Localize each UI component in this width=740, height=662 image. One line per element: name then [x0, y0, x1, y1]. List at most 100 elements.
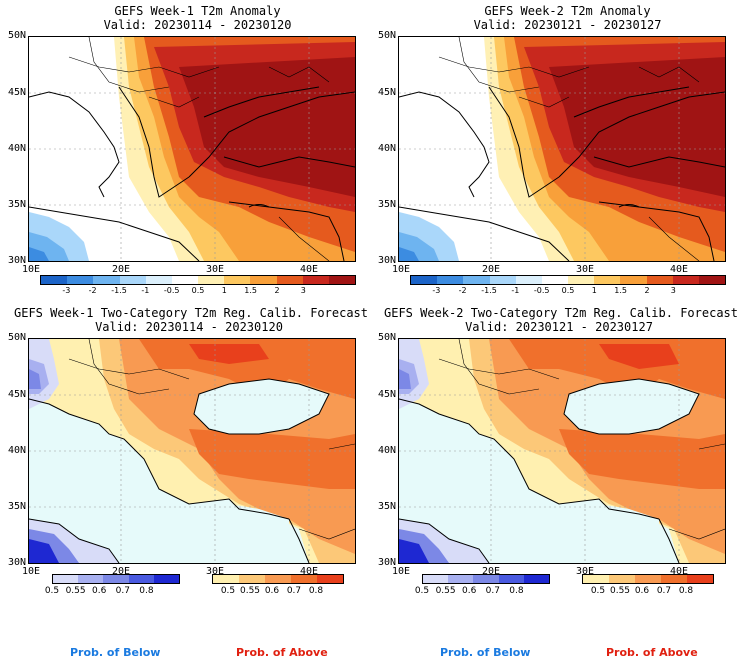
colorbar-swatch: [93, 276, 120, 284]
panel-title: GEFS Week-2 T2m Anomaly: [484, 4, 651, 18]
colorbar-swatch: [620, 276, 647, 284]
panel-title: GEFS Week-2 Two-Category T2m Reg. Calib.…: [384, 306, 739, 320]
colorbar-swatch: [291, 575, 317, 583]
colorbar-tick-label: 0.6: [462, 586, 477, 596]
colorbar-tick-label: 0.5: [414, 586, 430, 596]
lat-label: 45N: [377, 389, 396, 400]
colorbar-swatch: [328, 276, 356, 284]
colorbar-swatch: [609, 575, 635, 583]
colorbar-swatch: [672, 276, 699, 284]
panel-valid-dates: Valid: 20230114 - 20230120: [103, 18, 292, 32]
colorbar-tick-label: 0.55: [239, 586, 261, 596]
colorbar-tick-label: -1: [141, 286, 150, 295]
panel-valid-dates: Valid: 20230121 - 20230127: [465, 320, 653, 334]
lon-label: 30E: [206, 264, 225, 275]
colorbar-tick-label: 0.6: [634, 586, 650, 596]
lat-label: 50N: [7, 332, 26, 343]
lat-label: 35N: [7, 199, 26, 210]
lon-label: 10E: [22, 566, 41, 577]
colorbar-tick-label: 1: [591, 286, 597, 295]
lat-label: 35N: [377, 501, 396, 512]
probability-map-week2: [398, 338, 726, 564]
lat-label: 50N: [377, 332, 396, 343]
colorbar-tick-label: 2: [274, 286, 280, 295]
colorbar-swatch: [594, 276, 621, 284]
colorbar-tick-label: 3: [300, 286, 306, 295]
colorbar-swatch: [635, 575, 661, 583]
colorbar-tick-label: 1: [221, 286, 227, 295]
prob-below-label: Prob. of Below: [440, 646, 531, 659]
lon-label: 30E: [206, 566, 225, 577]
colorbar-tick-label: 0.6: [92, 586, 107, 596]
anomaly-colorbar: [40, 275, 356, 285]
lat-label: 45N: [7, 389, 26, 400]
colorbar-tick-label: -2: [88, 286, 97, 295]
probability-map-week1: [28, 338, 356, 564]
colorbar-swatch: [41, 276, 68, 284]
lat-label: 40N: [377, 445, 396, 456]
colorbar-swatch: [239, 575, 265, 583]
colorbar-tick-label: 0.5: [191, 286, 205, 295]
colorbar-swatch: [583, 575, 609, 583]
colorbar-swatch: [473, 575, 499, 583]
colorbar-swatch: [119, 276, 146, 284]
lat-label: 40N: [7, 445, 26, 456]
colorbar-swatch: [423, 575, 449, 583]
colorbar-tick-label: 0.7: [286, 586, 302, 596]
lon-label: 20E: [482, 566, 501, 577]
colorbar-swatch: [78, 575, 104, 583]
lat-label: 30N: [7, 557, 26, 568]
colorbar-swatch: [411, 276, 438, 284]
colorbar-tick-label: 1.5: [244, 286, 258, 295]
colorbar-tick-label: 0.55: [435, 586, 456, 596]
colorbar-swatch: [448, 575, 474, 583]
colorbar-tick-label: 0.55: [65, 586, 86, 596]
colorbar-swatch: [145, 276, 172, 284]
colorbar-swatch: [103, 575, 129, 583]
lat-label: 40N: [377, 143, 396, 154]
colorbar-swatch: [198, 276, 225, 284]
colorbar-swatch: [646, 276, 673, 284]
lon-label: 40E: [300, 264, 319, 275]
colorbar-tick-label: 0.8: [139, 586, 154, 596]
colorbar-tick-label: 0.5: [561, 286, 575, 295]
colorbar-tick-label: -3: [432, 286, 441, 295]
colorbar-tick-label: 0.5: [220, 586, 236, 596]
colorbar-swatch: [541, 276, 569, 284]
panel-title: GEFS Week-1 T2m Anomaly: [114, 4, 281, 18]
colorbar-tick-label: 0.8: [678, 586, 694, 596]
colorbar-swatch: [67, 276, 94, 284]
colorbar-swatch: [171, 276, 199, 284]
colorbar-tick-label: -2: [458, 286, 467, 295]
colorbar-tick-label: -0.5: [163, 286, 180, 295]
prob-below-label: Prob. of Below: [70, 646, 161, 659]
colorbar-swatch: [302, 276, 329, 284]
lat-label: 30N: [7, 255, 26, 266]
colorbar-swatch: [153, 575, 180, 583]
panel-title: GEFS Week-1 Two-Category T2m Reg. Calib.…: [14, 306, 369, 320]
colorbar-tick-label: 0.7: [485, 586, 500, 596]
lat-label: 35N: [377, 199, 396, 210]
colorbar-tick-label: 0.8: [509, 586, 524, 596]
below-colorbar: [52, 574, 180, 584]
lat-label: 50N: [377, 30, 396, 41]
colorbar-tick-label: 0.55: [609, 586, 631, 596]
anomaly-map-week2: [398, 36, 726, 262]
lon-label: 10E: [22, 264, 41, 275]
lat-label: 50N: [7, 30, 26, 41]
lon-label: 20E: [112, 264, 131, 275]
colorbar-tick-label: 0.5: [44, 586, 60, 596]
colorbar-tick-label: -1.5: [481, 286, 497, 295]
colorbar-tick-label: -1: [511, 286, 520, 295]
lat-label: 45N: [377, 87, 396, 98]
lon-label: 40E: [670, 566, 689, 577]
colorbar-swatch: [698, 276, 726, 284]
colorbar-swatch: [568, 276, 595, 284]
lat-label: 30N: [377, 255, 396, 266]
lon-label: 40E: [300, 566, 319, 577]
colorbar-swatch: [498, 575, 524, 583]
above-colorbar: [212, 574, 344, 584]
lat-label: 30N: [377, 557, 396, 568]
colorbar-tick-label: 3: [670, 286, 676, 295]
colorbar-swatch: [250, 276, 277, 284]
